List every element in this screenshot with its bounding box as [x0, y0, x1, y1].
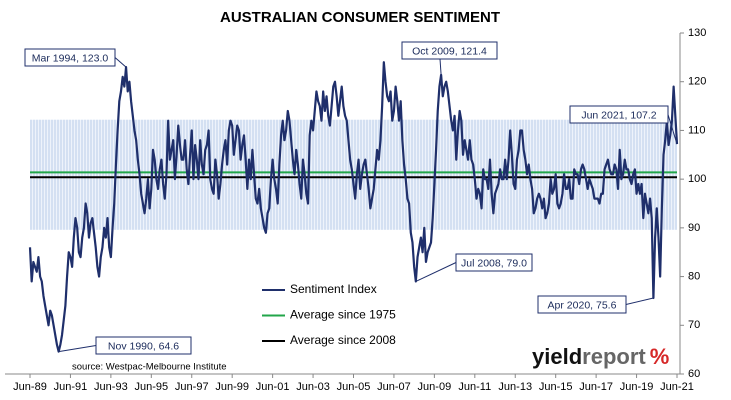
- chart-title: AUSTRALIAN CONSUMER SENTIMENT: [220, 9, 500, 26]
- x-tick-label: Jun-01: [256, 381, 290, 393]
- logo-part: %: [650, 344, 670, 369]
- series-line: [28, 61, 679, 353]
- legend-label: Average since 1975: [290, 308, 396, 322]
- y-tick-label: 130: [688, 27, 706, 39]
- annotation-box: [569, 105, 669, 124]
- source: source: Westpac-Melbourne Institute: [72, 362, 227, 373]
- y-tick-label: 110: [688, 124, 706, 136]
- y-tick-label: 120: [688, 76, 706, 88]
- annotation: Oct 2009, 121.4: [412, 45, 487, 57]
- annotation: Jun 2021, 107.2: [581, 109, 656, 121]
- annotation-arrow: [58, 345, 97, 353]
- x-tick-label: Jun-05: [337, 381, 371, 393]
- legend-label: Sentiment Index: [290, 282, 377, 296]
- x-tick-label: Jun-91: [54, 381, 88, 393]
- x-tick-label: Jun-21: [660, 381, 694, 393]
- x-tick-label: Jun-07: [377, 381, 411, 393]
- x-tick-label: Jun-13: [498, 381, 532, 393]
- x-tick-label: Jun-17: [579, 381, 613, 393]
- annotation-arrow: [114, 57, 127, 68]
- annotation-arrow: [439, 58, 442, 75]
- x-tick-label: Jun-95: [134, 381, 168, 393]
- y-tick-label: 100: [688, 173, 706, 185]
- x-tick-label: Jun-09: [418, 381, 452, 393]
- annotation: Apr 2020, 75.6: [548, 299, 617, 311]
- annotation: Mar 1994, 123.0: [32, 52, 109, 64]
- y-tick-label: 70: [688, 319, 700, 331]
- x-tick-label: Jun-19: [620, 381, 654, 393]
- x-tick-label: Jun-03: [296, 381, 330, 393]
- annotation-box: [24, 48, 116, 67]
- x-tick-label: Jun-15: [539, 381, 573, 393]
- y-tick-label: 80: [688, 270, 700, 282]
- y-tick-label: 60: [688, 368, 700, 380]
- annotation-arrow: [415, 262, 457, 282]
- annotation-arrow: [625, 297, 654, 305]
- logo: yieldreport%: [532, 344, 669, 369]
- x-tick-label: Jun-89: [13, 381, 47, 393]
- x-tick-label: Jun-11: [458, 381, 491, 393]
- annotation-arrow: [667, 114, 678, 145]
- y-tick-label: 90: [688, 222, 700, 234]
- annotation: Nov 1990, 64.6: [108, 340, 179, 352]
- annotation: Jul 2008, 79.0: [461, 257, 527, 269]
- logo-part: report: [582, 344, 646, 369]
- x-tick-label: Jun-97: [175, 381, 209, 393]
- x-tick-label: Jun-93: [94, 381, 128, 393]
- annotation-box: [455, 253, 533, 272]
- annotation-box: [95, 336, 192, 355]
- annotation-box: [537, 295, 627, 314]
- annotation-box: [401, 41, 498, 60]
- logo-part: yield: [532, 344, 582, 369]
- legend-label: Average since 2008: [290, 333, 396, 347]
- x-tick-label: Jun-99: [215, 381, 249, 393]
